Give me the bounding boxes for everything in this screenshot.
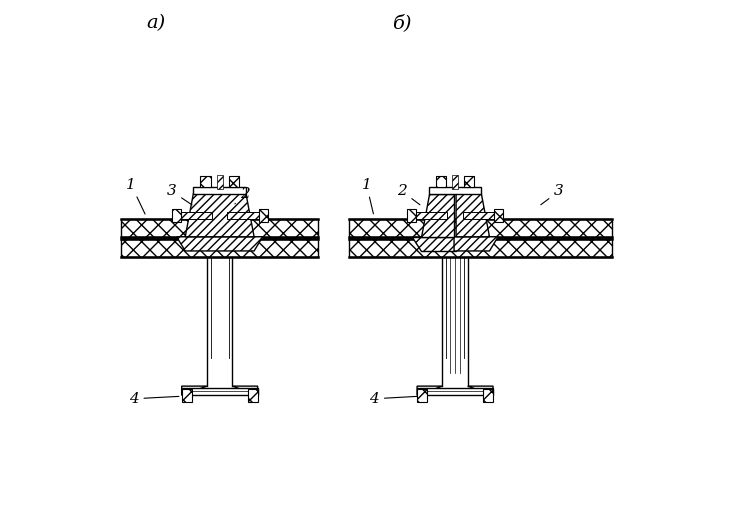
Bar bbox=[410, 212, 447, 218]
Bar bbox=[407, 209, 416, 221]
Bar bbox=[247, 389, 258, 402]
Bar bbox=[217, 175, 223, 189]
Bar bbox=[229, 176, 239, 187]
Bar bbox=[417, 389, 427, 402]
Text: 2: 2 bbox=[235, 187, 250, 204]
Bar bbox=[483, 389, 493, 402]
Bar bbox=[182, 388, 258, 395]
Bar bbox=[201, 176, 210, 187]
Polygon shape bbox=[176, 237, 263, 251]
Text: 2: 2 bbox=[397, 184, 420, 205]
Text: 1: 1 bbox=[126, 178, 145, 214]
Polygon shape bbox=[421, 194, 454, 237]
Text: 4: 4 bbox=[369, 392, 417, 406]
Bar bbox=[349, 219, 612, 237]
Polygon shape bbox=[417, 386, 442, 395]
Bar bbox=[494, 209, 503, 221]
Bar bbox=[193, 187, 246, 194]
Polygon shape bbox=[182, 386, 207, 395]
Text: 3: 3 bbox=[541, 184, 564, 205]
Text: а): а) bbox=[146, 14, 165, 32]
Polygon shape bbox=[412, 237, 456, 251]
Bar bbox=[121, 239, 318, 257]
Text: 1: 1 bbox=[362, 178, 373, 214]
Bar bbox=[464, 176, 475, 187]
Bar bbox=[429, 187, 481, 194]
Bar bbox=[463, 212, 500, 218]
Polygon shape bbox=[232, 386, 258, 395]
Bar bbox=[121, 219, 318, 237]
Text: 3: 3 bbox=[167, 184, 192, 205]
Bar bbox=[171, 209, 181, 221]
Bar bbox=[452, 175, 458, 189]
Bar bbox=[182, 389, 192, 402]
Polygon shape bbox=[468, 386, 493, 395]
Bar bbox=[436, 176, 446, 187]
Bar bbox=[174, 212, 212, 218]
Bar bbox=[258, 209, 268, 221]
Text: б): б) bbox=[392, 14, 411, 32]
Polygon shape bbox=[456, 194, 489, 237]
Bar bbox=[417, 388, 493, 395]
Bar bbox=[349, 239, 612, 257]
Polygon shape bbox=[185, 194, 254, 237]
Bar bbox=[227, 212, 265, 218]
Polygon shape bbox=[454, 237, 498, 251]
Text: 4: 4 bbox=[128, 392, 179, 406]
